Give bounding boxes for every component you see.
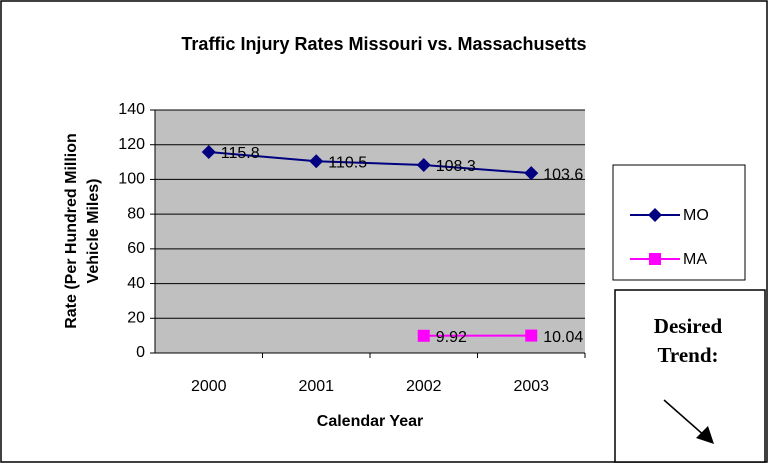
legend-label: MA (683, 251, 707, 268)
data-label: 108.3 (436, 158, 476, 175)
legend-label: MO (683, 207, 709, 224)
marker (417, 329, 430, 342)
y-tick-label: 100 (118, 171, 145, 188)
y-tick-label: 40 (127, 275, 145, 292)
data-label: 10.04 (543, 329, 583, 346)
trend-label: Desired Trend: (653, 314, 723, 367)
y-tick-label: 0 (136, 344, 145, 361)
y-tick-label: 120 (118, 136, 145, 153)
x-axis-label: Calendar Year (317, 413, 423, 430)
marker (201, 145, 216, 160)
marker (524, 166, 539, 181)
x-tick-label: 2000 (191, 378, 227, 395)
y-tick-label: 80 (127, 205, 145, 222)
trend-box (614, 289, 766, 463)
y-tick-label: 20 (127, 310, 145, 327)
marker (416, 158, 431, 173)
x-tick-label: 2003 (513, 378, 549, 395)
plot-area (155, 110, 585, 353)
marker (309, 154, 324, 169)
legend-box (612, 164, 746, 281)
marker (525, 329, 538, 342)
y-tick-label: 60 (127, 240, 145, 257)
x-tick-label: 2002 (406, 378, 442, 395)
series-line (208, 151, 532, 175)
y-tick-label: 140 (118, 101, 145, 118)
x-tick-label: 2001 (298, 378, 334, 395)
trend-arrowhead (696, 426, 714, 444)
chart-title: Traffic Injury Rates Missouri vs. Massac… (181, 34, 586, 54)
data-label: 9.92 (436, 329, 467, 346)
marker (649, 253, 661, 265)
y-axis-label: Vehicle Miles) (85, 179, 102, 284)
data-label: 110.5 (328, 154, 367, 171)
marker (648, 208, 662, 222)
data-label: 115.8 (221, 145, 260, 162)
y-axis-label: Rate (Per Hundred Million (63, 133, 80, 329)
data-label: 103.6 (543, 166, 583, 183)
trend-arrow (663, 399, 707, 438)
